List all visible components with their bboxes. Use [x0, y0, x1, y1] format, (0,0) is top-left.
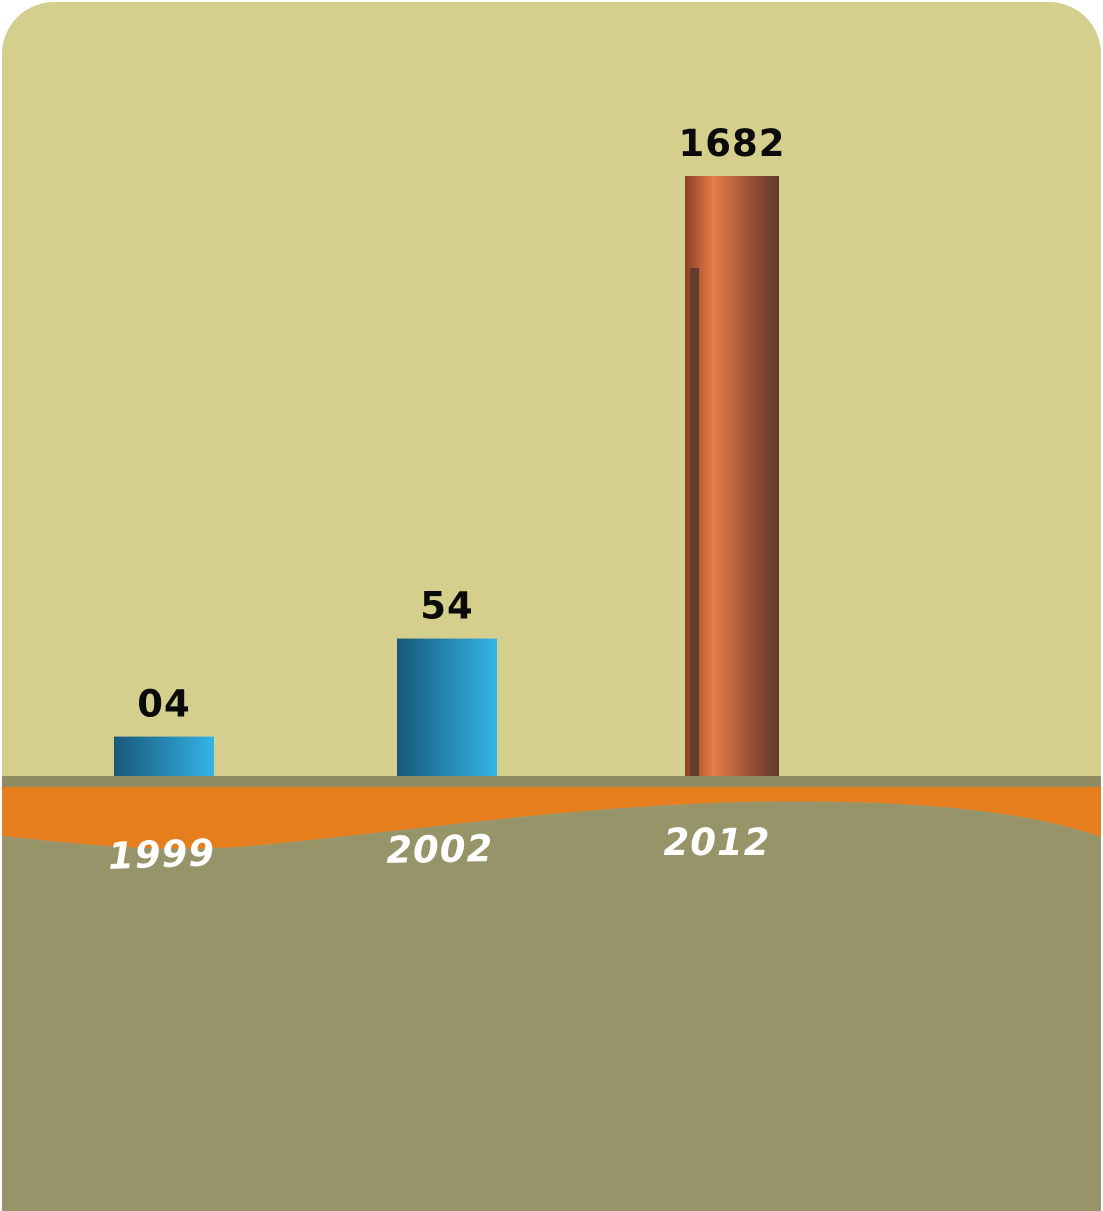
tick-label-1999: 1999: [107, 831, 215, 878]
bar-2012: [685, 176, 779, 788]
tick-label-2012: 2012: [664, 821, 771, 864]
value-label-1999: 04: [137, 683, 191, 726]
tick-label-2002: 2002: [386, 827, 494, 872]
value-label-2002: 54: [420, 585, 474, 628]
bar-shadow-2012: [690, 268, 699, 800]
bar-2002: [397, 638, 497, 788]
orange-wave: [2, 787, 1101, 849]
bars-layer: [114, 176, 779, 800]
labels-layer: 04 1999 54 2002 1682 2012: [107, 122, 786, 878]
value-label-2012: 1682: [679, 122, 786, 165]
ground-fill: [2, 801, 1101, 1211]
ground-layer: [2, 776, 1101, 1211]
